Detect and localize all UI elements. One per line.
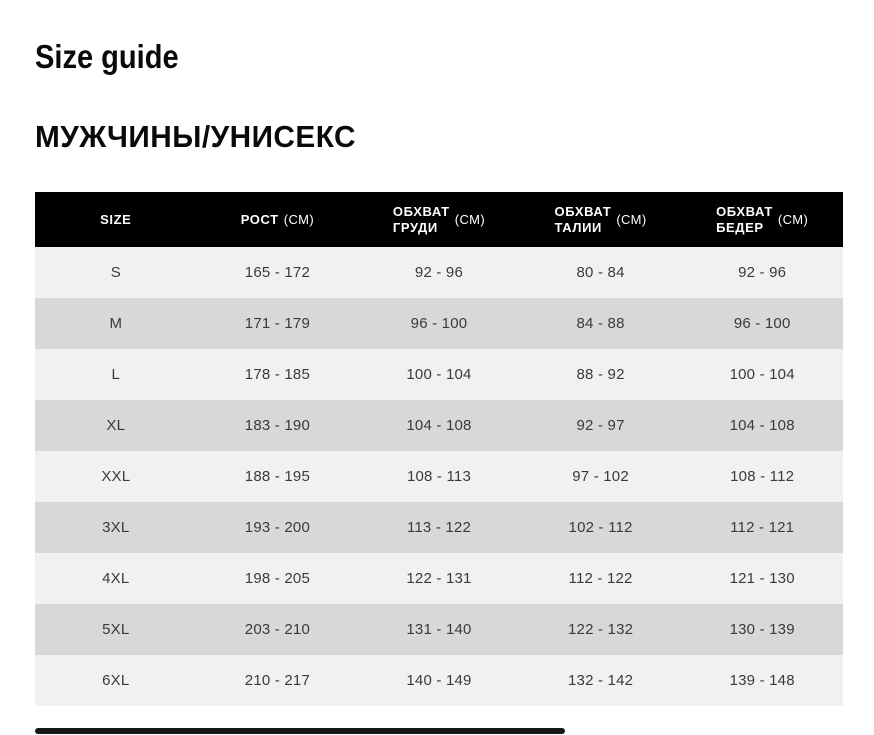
horizontal-scrollbar-thumb[interactable] [35,728,565,734]
size-cell: L [111,366,121,383]
table-row-3xl: 3XL 193 - 200 113 - 122 102 - 112 112 - … [35,502,843,553]
size-cell: XXL [101,468,131,485]
height-cell: 183 - 190 [244,417,310,434]
table-row-s: S 165 - 172 92 - 96 80 - 84 92 - 96 [35,247,843,298]
waist-cell: 84 - 88 [576,315,625,332]
hips-cell: 92 - 96 [738,264,787,281]
unit-label-cm: (СМ) [283,212,315,227]
waist-cell: 102 - 112 [568,519,633,536]
height-cell: 203 - 210 [244,621,310,638]
chest-cell: 122 - 131 [406,570,472,587]
table-row-6xl: 6XL 210 - 217 140 - 149 132 - 142 139 - … [35,655,843,706]
chest-cell: 131 - 140 [406,621,472,638]
height-cell: 165 - 172 [244,264,310,281]
unit-label-cm: (СМ) [454,212,486,227]
waist-cell: 88 - 92 [576,366,625,383]
column-header-waist: ОБХВАТ ТАЛИИ (СМ) [554,203,647,235]
waist-cell: 97 - 102 [572,468,629,485]
size-cell: 3XL [102,519,130,536]
size-cell: S [110,264,121,281]
table-row-xl: XL 183 - 190 104 - 108 92 - 97 104 - 108 [35,400,843,451]
table-row-l: L 178 - 185 100 - 104 88 - 92 100 - 104 [35,349,843,400]
table-row-4xl: 4XL 198 - 205 122 - 131 112 - 122 121 - … [35,553,843,604]
table-header-row: SIZE РОСТ (СМ) ОБХВАТ ГРУДИ (СМ) [35,192,843,247]
column-header-size: SIZE [100,211,132,227]
size-cell: 6XL [102,672,130,689]
chest-cell: 108 - 113 [406,468,472,485]
column-header-hips: ОБХВАТ БЕДЕР (СМ) [716,203,809,235]
unit-label-cm: (СМ) [777,212,809,227]
height-cell: 188 - 195 [244,468,310,485]
size-cell: 5XL [102,621,130,638]
size-cell: XL [106,417,126,434]
waist-cell: 112 - 122 [568,570,633,587]
table-row-xxl: XXL 188 - 195 108 - 113 97 - 102 108 - 1… [35,451,843,502]
waist-cell: 132 - 142 [567,672,634,689]
hips-cell: 139 - 148 [729,672,795,689]
table-row-m: M 171 - 179 96 - 100 84 - 88 96 - 100 [35,298,843,349]
section-title-men-unisex: МУЖЧИНЫ/УНИСЕКС [35,119,356,154]
hips-cell: 108 - 112 [730,468,795,485]
height-cell: 171 - 179 [244,315,310,332]
chest-cell: 92 - 96 [414,264,464,281]
size-cell: 4XL [102,570,130,587]
chest-cell: 96 - 100 [410,315,468,332]
size-table: SIZE РОСТ (СМ) ОБХВАТ ГРУДИ (СМ) [35,192,843,706]
column-header-chest: ОБХВАТ ГРУДИ (СМ) [392,203,486,235]
chest-cell: 140 - 149 [406,672,472,689]
hips-cell: 104 - 108 [729,417,795,434]
chest-cell: 100 - 104 [406,366,472,383]
waist-cell: 80 - 84 [576,264,625,281]
waist-cell: 92 - 97 [576,417,625,434]
chest-cell: 104 - 108 [406,417,472,434]
unit-label-cm: (СМ) [616,212,647,227]
chest-cell: 113 - 122 [406,519,472,536]
page-title: Size guide [35,38,179,75]
column-header-height: РОСТ (СМ) [240,211,315,228]
hips-cell: 130 - 139 [729,621,795,638]
hips-cell: 96 - 100 [733,315,791,332]
height-cell: 193 - 200 [244,519,310,536]
hips-cell: 112 - 121 [730,519,795,536]
size-cell: M [109,315,123,332]
height-cell: 198 - 205 [244,570,310,587]
height-cell: 210 - 217 [244,672,310,689]
hips-cell: 121 - 130 [729,570,795,587]
hips-cell: 100 - 104 [729,366,795,383]
table-row-5xl: 5XL 203 - 210 131 - 140 122 - 132 130 - … [35,604,843,655]
height-cell: 178 - 185 [244,366,310,383]
table-body: S 165 - 172 92 - 96 80 - 84 92 - 96 M 17… [35,247,843,706]
waist-cell: 122 - 132 [567,621,634,638]
